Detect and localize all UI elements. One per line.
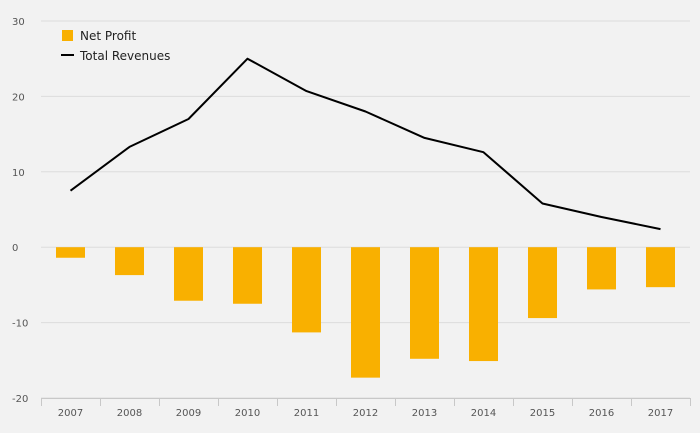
x-tick-label: 2009 — [176, 408, 201, 419]
x-tick-label: 2016 — [589, 408, 614, 419]
y-tick-label: 30 — [12, 17, 25, 28]
bar-net-profit — [646, 247, 675, 288]
y-axis-tick-labels: 30 20 10 0 -10 -20 — [12, 17, 28, 405]
x-tick-label: 2014 — [471, 408, 496, 419]
x-tick-label: 2013 — [412, 408, 437, 419]
bar-net-profit — [587, 247, 616, 290]
bar-net-profit — [174, 247, 203, 301]
x-tick-label: 2015 — [530, 408, 555, 419]
bar-net-profit — [351, 247, 380, 378]
x-tick-label: 2011 — [294, 408, 319, 419]
total-revenues-line-group — [69, 57, 661, 231]
legend: Net Profit Total Revenues — [61, 29, 170, 63]
x-tick-label: 2017 — [648, 408, 673, 419]
bar-net-profit — [292, 247, 321, 333]
legend-label-total-revenues: Total Revenues — [79, 49, 170, 63]
bar-net-profit — [469, 247, 498, 362]
x-tick-label: 2012 — [353, 408, 378, 419]
y-tick-label: -20 — [12, 394, 28, 405]
bar-net-profit — [528, 247, 557, 319]
x-tick-label: 2007 — [58, 408, 83, 419]
legend-label-net-profit: Net Profit — [80, 29, 136, 43]
y-tick-label: 20 — [12, 92, 25, 103]
x-tick-label: 2010 — [235, 408, 260, 419]
x-tick-label: 2008 — [117, 408, 142, 419]
x-axis: 2007 2008 2009 2010 2011 2012 2013 2014 2015 2016… — [41, 398, 691, 419]
bar-net-profit — [233, 247, 262, 304]
total-revenues-line — [69, 57, 661, 231]
bar-net-profit — [56, 247, 85, 258]
net-profit-bars — [56, 247, 675, 378]
bar-net-profit — [115, 247, 144, 276]
y-tick-label: -10 — [12, 319, 28, 330]
y-tick-label: 0 — [12, 243, 18, 254]
bar-net-profit — [410, 247, 439, 359]
legend-swatch-net-profit — [62, 30, 73, 41]
y-tick-label: 10 — [12, 168, 25, 179]
